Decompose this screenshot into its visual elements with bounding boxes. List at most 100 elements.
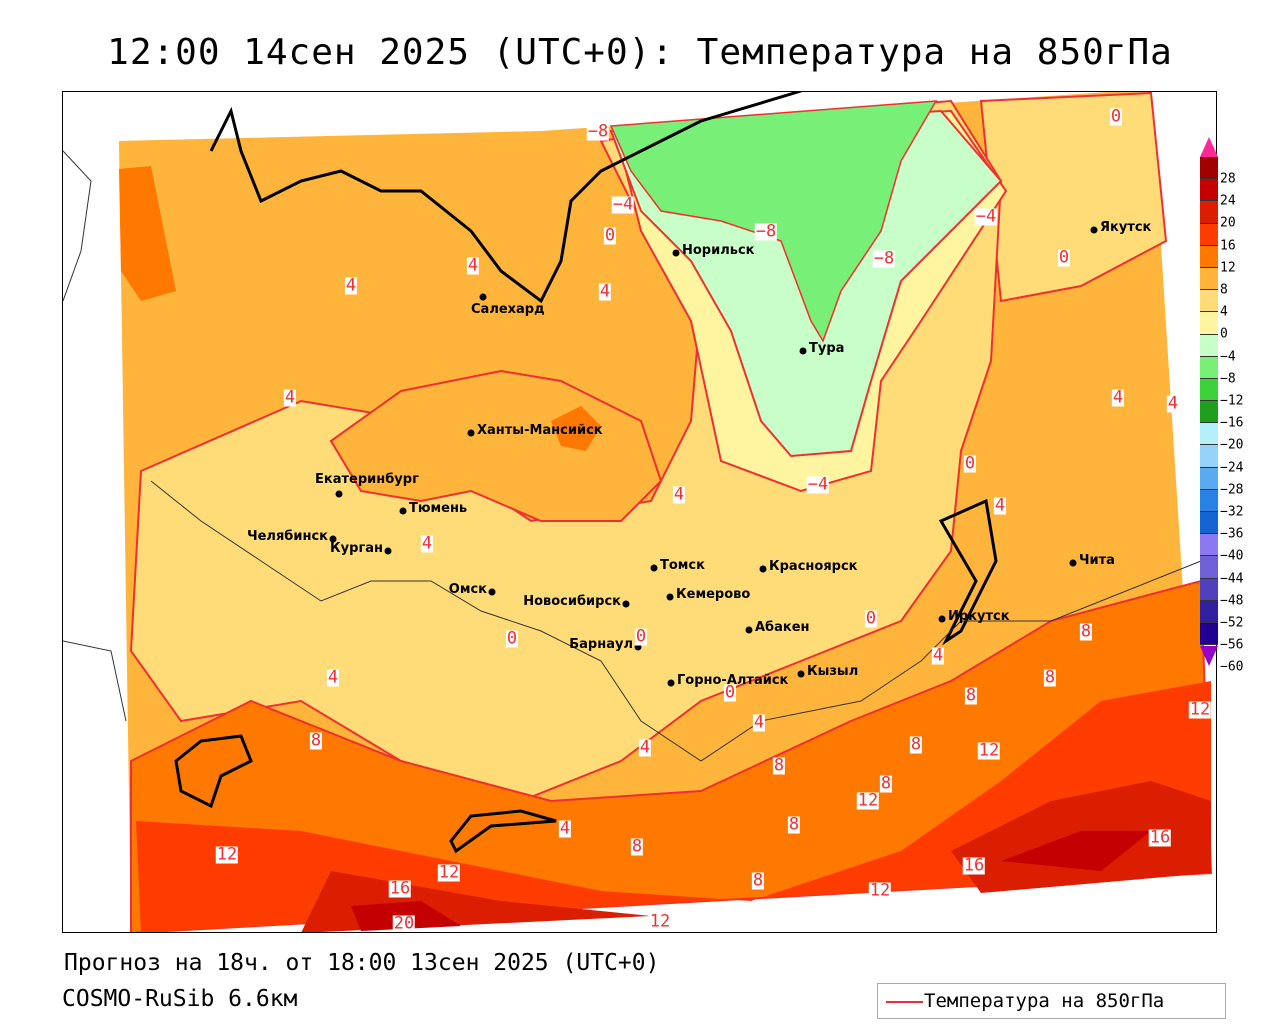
map-frame: Норильск Салехард Тура Ханты-Мансийск Екатер…	[62, 91, 1217, 933]
city-marker	[1090, 226, 1098, 234]
contour-label: 4	[326, 667, 340, 688]
city-marker	[667, 679, 675, 687]
city-marker	[488, 588, 496, 596]
contour-label: −8	[586, 121, 610, 142]
city-label: Омск	[448, 582, 487, 597]
city-label: Салехард	[471, 302, 545, 317]
city-marker	[666, 593, 674, 601]
contour-label: 0	[603, 225, 617, 246]
colorbar-cell	[1200, 556, 1218, 579]
coastlines	[174, 92, 998, 854]
city-marker	[1069, 559, 1077, 567]
contour-label: 4	[598, 281, 612, 302]
contour-label: 8	[1079, 621, 1093, 642]
colorbar-tick-label: −36	[1220, 526, 1244, 542]
city-marker	[672, 249, 680, 257]
colorbar-cell	[1200, 245, 1218, 268]
contour-label: 8	[630, 836, 644, 857]
region-minus12to8	[609, 100, 938, 343]
colorbar-cell	[1200, 467, 1218, 490]
colorbar-cell	[1200, 267, 1218, 291]
city-label: Томск	[660, 558, 705, 573]
contour-label: 4	[283, 387, 297, 408]
contour-label: 20	[392, 913, 416, 933]
city-label: Чита	[1079, 553, 1115, 568]
contour-label: 0	[723, 682, 737, 703]
colorbar-top-arrow	[1200, 137, 1218, 157]
city-marker	[479, 293, 487, 301]
contour-label: 8	[964, 685, 978, 706]
colorbar-cell	[1200, 179, 1218, 202]
city-label: Тура	[809, 341, 845, 356]
colorbar-cell	[1200, 223, 1218, 246]
contour-label: 0	[1109, 106, 1123, 127]
contour-label: 12	[437, 862, 461, 883]
contour-label: 8	[909, 734, 923, 755]
contour-label: 8	[1043, 667, 1057, 688]
colorbar-cell	[1200, 290, 1218, 313]
colorbar-tick-label: 20	[1220, 215, 1236, 231]
city-marker	[799, 347, 807, 355]
colorbar-cell	[1200, 489, 1218, 512]
city-marker	[399, 507, 407, 515]
contour-label: 12	[1188, 699, 1212, 720]
contour-label: 16	[1148, 827, 1172, 848]
contour-label: 4	[344, 275, 358, 296]
colorbar-cell	[1200, 578, 1218, 601]
colorbar-tick-label: 4	[1220, 304, 1228, 320]
city-marker	[759, 565, 767, 573]
contour-label: 16	[388, 878, 412, 899]
contour-label: −8	[872, 248, 896, 269]
colorbar-tick-label: −12	[1220, 393, 1244, 409]
temperature-map	[63, 92, 1213, 932]
city-marker	[650, 564, 658, 572]
colorbar-tick-label: −52	[1220, 615, 1244, 631]
colorbar-cell	[1200, 512, 1218, 535]
contour-label: 4	[1166, 393, 1180, 414]
colorbar-tick-label: −4	[1220, 349, 1236, 365]
colorbar-cell	[1200, 201, 1218, 224]
contour-label: 4	[466, 255, 480, 276]
colorbar-tick-label: 12	[1220, 260, 1236, 276]
contour-label: 4	[1111, 387, 1125, 408]
legend: Температура на 850гПа	[877, 983, 1226, 1019]
colorbar-tick-label: −28	[1220, 482, 1244, 498]
contour-label: −8	[754, 221, 778, 242]
contour-label: 0	[1057, 247, 1071, 268]
contour-label: 4	[638, 737, 652, 758]
colorbar-cell	[1200, 423, 1218, 446]
city-marker	[329, 535, 337, 543]
legend-line-swatch	[886, 1001, 923, 1003]
colorbar-cell	[1200, 356, 1218, 379]
city-label: Ханты-Мансийск	[477, 423, 603, 438]
colorbar-cell	[1200, 378, 1218, 402]
colorbar-cell	[1200, 401, 1218, 424]
colorbar-cell	[1200, 334, 1218, 357]
city-marker	[797, 670, 805, 678]
contour-label: 4	[558, 818, 572, 839]
contour-label: 12	[977, 740, 1001, 761]
colorbar-cell	[1200, 312, 1218, 335]
contour-label: −4	[974, 206, 998, 227]
region-12to16	[136, 681, 1211, 932]
colorbar-tick-label: −60	[1220, 659, 1244, 675]
colorbar-tick-label: −8	[1220, 371, 1236, 387]
region-0to4-top-right	[979, 92, 1168, 303]
contour-label: 8	[787, 814, 801, 835]
contour-label: 0	[963, 453, 977, 474]
contour-label: 12	[215, 844, 239, 865]
legend-label: Температура на 850гПа	[924, 990, 1165, 1012]
contour-label: 16	[962, 855, 986, 876]
city-label: Красноярск	[769, 559, 858, 574]
contour-label: −4	[611, 194, 635, 215]
map-title: 12:00 14сен 2025 (UTC+0): Температура на…	[107, 32, 1173, 73]
contour-label: 12	[648, 911, 672, 932]
colorbar-tick-label: 16	[1220, 238, 1236, 254]
colorbar	[1200, 137, 1218, 666]
colorbar-cell	[1200, 534, 1218, 557]
city-label: Екатеринбург	[315, 472, 419, 487]
contour-label: 0	[634, 626, 648, 647]
contour-label: 4	[420, 533, 434, 554]
contour-label: 8	[879, 773, 893, 794]
colorbar-tick-label: −56	[1220, 637, 1244, 653]
